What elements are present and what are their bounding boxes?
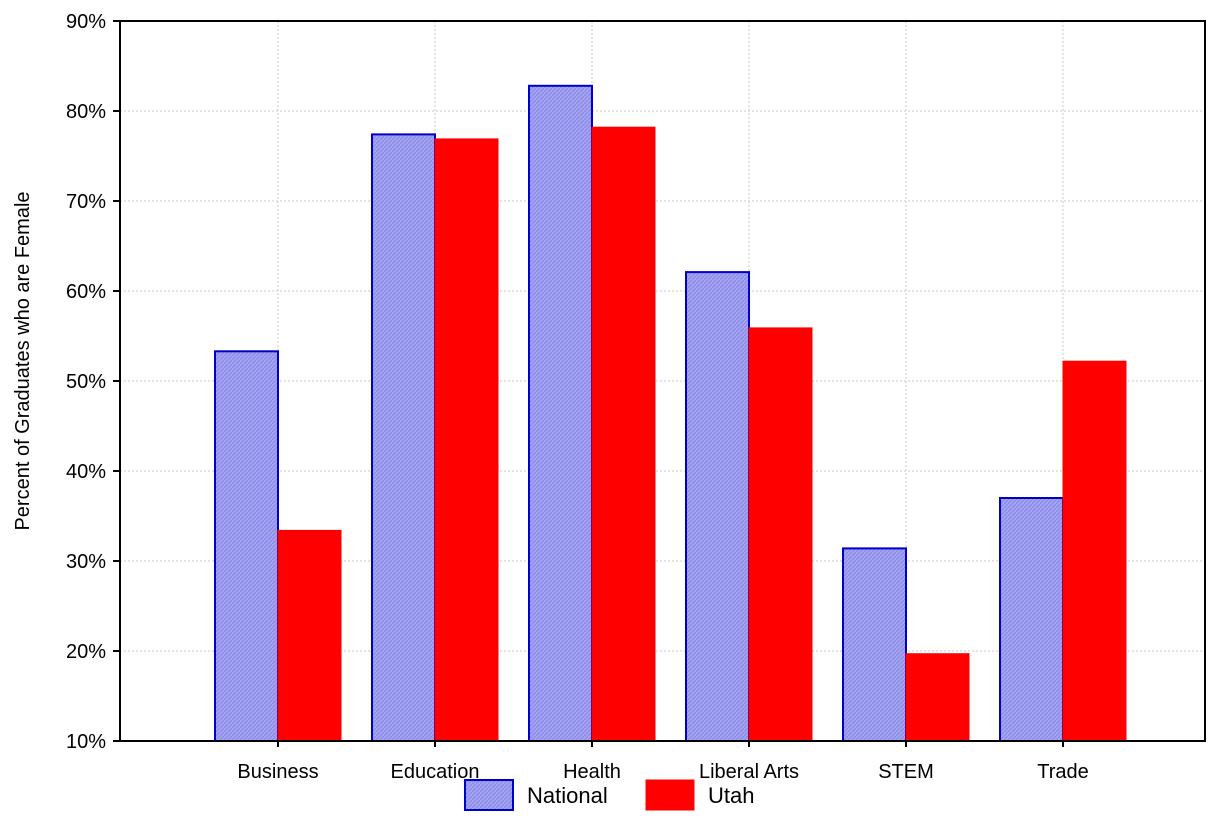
x-tick-label: Education <box>391 761 480 783</box>
legend-swatch-utah <box>645 779 695 811</box>
bar-national-liberal-arts <box>685 271 750 742</box>
bar-utah-liberal-arts <box>748 327 813 742</box>
y-tick-label: 40% <box>66 461 106 483</box>
bar-national-business <box>214 350 279 742</box>
y-axis: 10% 20% 30% 40% 50% 60% 70% 80% 90% <box>66 11 120 753</box>
bar-utah-business <box>277 529 342 742</box>
y-tick-label: 10% <box>66 731 106 753</box>
legend-label-utah: Utah <box>708 783 754 808</box>
bar-utah-stem <box>905 653 970 742</box>
x-tick-label: STEM <box>878 761 934 783</box>
y-tick-label: 90% <box>66 11 106 33</box>
y-axis-label: Percent of Graduates who are Female <box>12 191 34 530</box>
y-tick-label: 30% <box>66 551 106 573</box>
legend-label-national: National <box>527 783 608 808</box>
bar-national-trade <box>999 497 1064 742</box>
x-tick-label: Health <box>563 761 621 783</box>
bar-national-education <box>371 133 436 742</box>
x-tick-label: Liberal Arts <box>699 761 799 783</box>
x-tick-label: Trade <box>1037 761 1089 783</box>
legend: National Utah <box>464 779 754 811</box>
bars <box>214 84 1127 743</box>
x-axis: Business Education Health Liberal Arts STEM T… <box>237 741 1089 783</box>
x-tick-label: Business <box>237 761 318 783</box>
bar-utah-trade <box>1062 360 1127 742</box>
y-tick-label: 70% <box>66 191 106 213</box>
y-tick-label: 60% <box>66 281 106 303</box>
y-tick-label: 50% <box>66 371 106 393</box>
y-tick-label: 80% <box>66 101 106 123</box>
bar-utah-health <box>591 126 656 742</box>
bar-national-health <box>528 84 593 743</box>
y-tick-label: 20% <box>66 641 106 663</box>
legend-swatch-national <box>464 779 514 811</box>
bar-national-stem <box>842 547 907 743</box>
bar-utah-education <box>434 138 499 742</box>
